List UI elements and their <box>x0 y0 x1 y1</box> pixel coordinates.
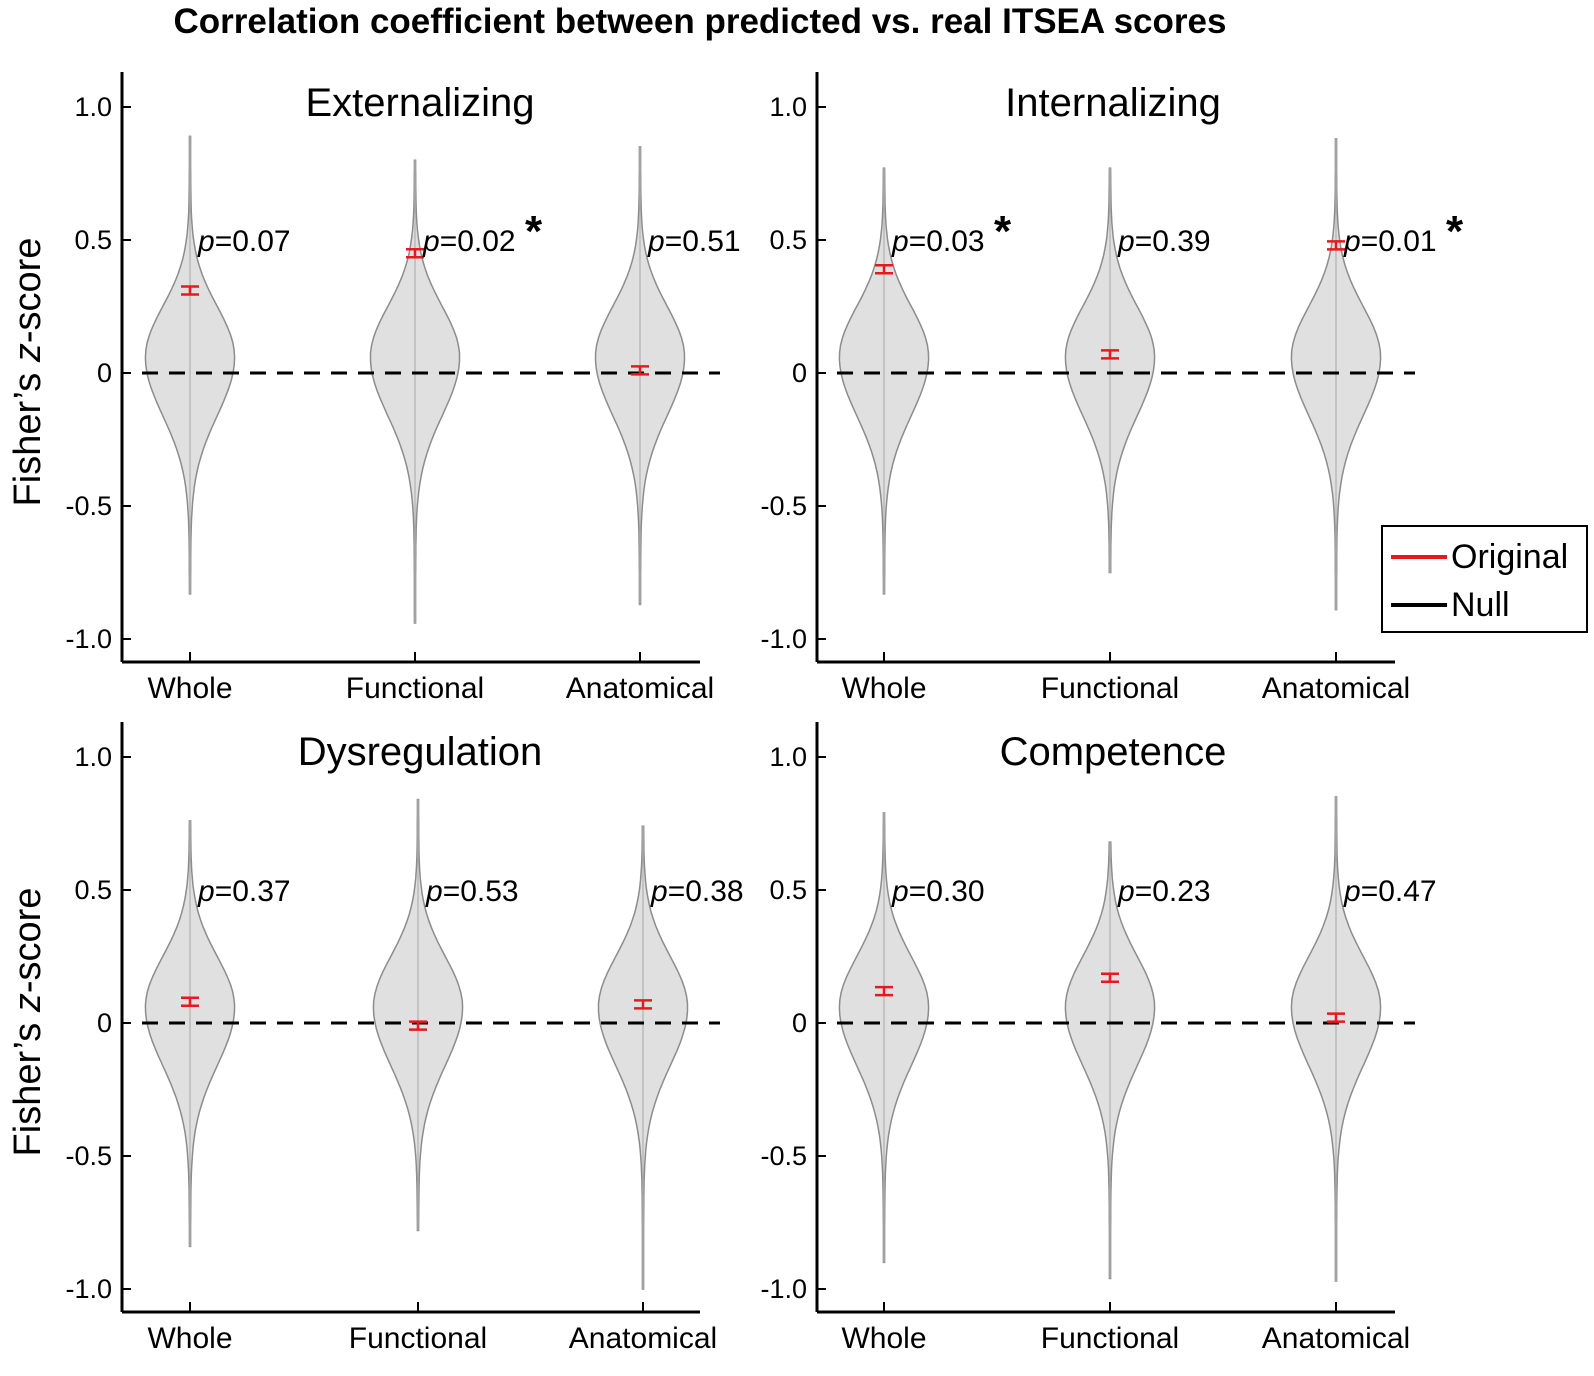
y-tick-label: 0 <box>97 358 112 388</box>
original-marker <box>1101 349 1119 360</box>
y-tick-label: 0 <box>792 358 807 388</box>
y-tick-label: 0.5 <box>74 875 112 905</box>
significance-star: * <box>525 207 543 256</box>
y-tick-label: 0.5 <box>74 225 112 255</box>
x-tick-label: Anatomical <box>566 672 714 705</box>
p-value-label: p=0.39 <box>1117 225 1211 258</box>
significance-star: * <box>994 207 1012 256</box>
y-tick-label: -1.0 <box>760 624 807 654</box>
y-tick-label: -0.5 <box>65 1141 112 1171</box>
original-marker <box>409 1020 427 1031</box>
p-value-label: p=0.47 <box>1343 875 1437 908</box>
x-tick-label: Functional <box>349 1322 487 1355</box>
y-tick-label: -0.5 <box>760 491 807 521</box>
legend-label-null: Null <box>1451 585 1510 624</box>
y-tick-label: -0.5 <box>65 491 112 521</box>
p-value-label: p=0.03 <box>891 225 985 258</box>
legend-item-null[interactable]: Null <box>1391 583 1510 627</box>
x-tick-label: Whole <box>147 1322 232 1355</box>
y-tick-label: 1.0 <box>74 92 112 122</box>
legend-label-original: Original <box>1451 537 1569 576</box>
x-tick-label: Anatomical <box>1262 1322 1410 1355</box>
x-tick-label: Whole <box>147 672 232 705</box>
x-tick-label: Whole <box>841 672 926 705</box>
panel-title: Competence <box>1000 730 1227 774</box>
y-axis-label: Fisher’s z-score <box>7 888 49 1157</box>
p-value-label: p=0.53 <box>425 875 519 908</box>
x-tick-label: Functional <box>1041 1322 1179 1355</box>
p-value-label: p=0.07 <box>197 225 291 258</box>
panel-title: Internalizing <box>1005 81 1221 125</box>
original-marker <box>181 285 199 296</box>
y-tick-label: 0 <box>97 1008 112 1038</box>
original-marker <box>181 996 199 1007</box>
p-value-label: p=0.37 <box>197 875 291 908</box>
y-tick-label: 0 <box>792 1008 807 1038</box>
legend: Original Null <box>1381 525 1588 633</box>
y-tick-label: 0.5 <box>769 225 807 255</box>
x-tick-label: Anatomical <box>1262 672 1410 705</box>
p-value-label: p=0.01 <box>1343 225 1437 258</box>
y-tick-label: -1.0 <box>65 1274 112 1304</box>
original-marker <box>875 985 893 997</box>
panel-title: Externalizing <box>305 81 534 125</box>
y-tick-label: -1.0 <box>65 624 112 654</box>
figure-title: Correlation coefficient between predicte… <box>173 2 1227 41</box>
p-value-label: p=0.38 <box>650 875 744 908</box>
x-tick-label: Whole <box>841 1322 926 1355</box>
y-tick-label: -0.5 <box>760 1141 807 1171</box>
y-tick-label: 1.0 <box>769 742 807 772</box>
original-marker <box>631 365 649 376</box>
panel-externalizing: Externalizing 1.0 0.5 0 -0.5 -1.0 Fisher’s z-s… <box>7 72 741 705</box>
p-value-label: p=0.30 <box>891 875 985 908</box>
y-tick-label: 0.5 <box>769 875 807 905</box>
significance-star: * <box>1446 207 1464 256</box>
original-marker <box>1327 1012 1345 1023</box>
original-marker <box>875 264 893 275</box>
y-tick-label: 1.0 <box>769 92 807 122</box>
panel-competence: Competence 1.0 0.5 0 -0.5 -1.0 p=0.30 p=0.23 p=0… <box>760 722 1437 1355</box>
x-tick-label: Anatomical <box>569 1322 717 1355</box>
y-axis-label: Fisher’s z-score <box>7 238 49 507</box>
original-marker <box>634 999 652 1010</box>
panel-dysregulation: Dysregulation 1.0 0.5 0 -0.5 -1.0 Fisher’s z-s… <box>7 722 744 1355</box>
x-tick-label: Functional <box>1041 672 1179 705</box>
y-tick-label: -1.0 <box>760 1274 807 1304</box>
legend-item-original[interactable]: Original <box>1391 535 1568 579</box>
original-marker <box>1327 240 1345 251</box>
p-value-label: p=0.02 <box>422 225 516 258</box>
legend-swatch-null <box>1391 603 1447 607</box>
panel-title: Dysregulation <box>298 730 543 774</box>
p-value-label: p=0.51 <box>647 225 741 258</box>
legend-swatch-original <box>1391 555 1447 559</box>
original-marker <box>1101 972 1119 984</box>
y-tick-label: 1.0 <box>74 742 112 772</box>
original-marker <box>406 248 424 259</box>
x-tick-label: Functional <box>346 672 484 705</box>
p-value-label: p=0.23 <box>1117 875 1211 908</box>
panel-internalizing: Internalizing 1.0 0.5 0 -0.5 -1.0 p=0.03 * p=0.3… <box>760 72 1464 705</box>
